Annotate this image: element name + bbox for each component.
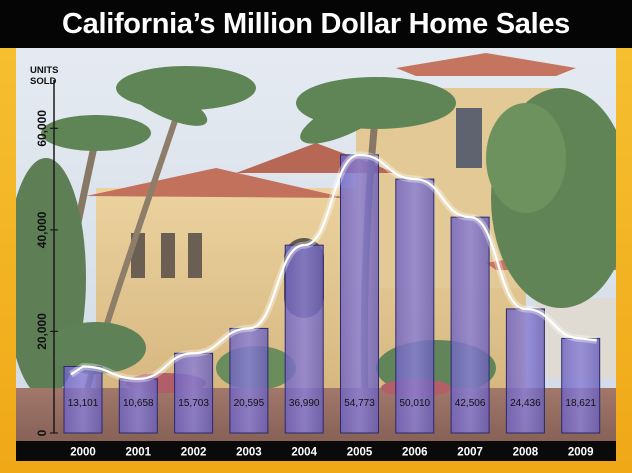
y-axis-label-line-2: SOLD bbox=[30, 76, 57, 87]
x-tick-label-2002: 2002 bbox=[181, 447, 207, 459]
y-tick-label-40000: 40,000 bbox=[35, 211, 49, 248]
bar-2000 bbox=[63, 365, 103, 434]
y-tick-label-60000: 60,000 bbox=[35, 110, 49, 147]
chart-title: California’s Million Dollar Home Sales bbox=[61, 7, 571, 40]
bar-2004 bbox=[284, 244, 324, 434]
data-label-2007: 42,506 bbox=[455, 398, 486, 409]
data-label-2004: 36,990 bbox=[289, 398, 320, 409]
x-tick-label-2001: 2001 bbox=[126, 447, 152, 459]
x-tick-label-2004: 2004 bbox=[291, 447, 317, 459]
title-bar: California’s Million Dollar Home Sales bbox=[0, 0, 632, 48]
data-label-2000: 13,101 bbox=[68, 398, 99, 409]
bar-2009 bbox=[561, 337, 601, 434]
chart-scene: 13,101 10,658 15,703 20,595 36,990 54,773 50,0… bbox=[16, 48, 616, 441]
y-tick-label-20000: 20,000 bbox=[35, 313, 49, 350]
data-label-2003: 20,595 bbox=[234, 398, 265, 409]
x-tick-label-2003: 2003 bbox=[236, 447, 262, 459]
bar-2007 bbox=[450, 216, 490, 434]
data-label-2006: 50,010 bbox=[400, 398, 431, 409]
x-axis-strip: 2000 2001 2002 2003 2004 2005 2006 2007 2008 2009 bbox=[16, 441, 616, 461]
data-label-2009: 18,621 bbox=[565, 398, 596, 409]
x-tick-label-2007: 2007 bbox=[457, 447, 483, 459]
bar-2006 bbox=[395, 178, 435, 434]
x-tick-label-2005: 2005 bbox=[347, 447, 373, 459]
bar-2008 bbox=[505, 308, 545, 434]
bar-chart: 13,101 10,658 15,703 20,595 36,990 54,773 50,0… bbox=[16, 48, 616, 441]
bars-layer bbox=[63, 154, 601, 434]
data-label-2005: 54,773 bbox=[344, 398, 375, 409]
data-label-2001: 10,658 bbox=[123, 398, 154, 409]
x-tick-label-2006: 2006 bbox=[402, 447, 428, 459]
bar-2001 bbox=[118, 378, 158, 434]
x-tick-label-2009: 2009 bbox=[568, 447, 594, 459]
y-axis-label-line-1: UNITS bbox=[30, 65, 59, 76]
trend-line bbox=[70, 153, 597, 380]
value-labels-layer: 13,101 10,658 15,703 20,595 36,990 54,773 50,0… bbox=[68, 398, 597, 409]
bar-2002 bbox=[174, 352, 214, 434]
y-tick-label-0: 0 bbox=[35, 429, 49, 436]
x-tick-label-2000: 2000 bbox=[70, 447, 96, 459]
bar-2005 bbox=[340, 154, 379, 434]
x-tick-label-2008: 2008 bbox=[513, 447, 539, 459]
x-axis: 2000 2001 2002 2003 2004 2005 2006 2007 2008 2009 bbox=[70, 447, 594, 459]
y-axis: 0 20,000 40,000 60,000 bbox=[35, 80, 58, 436]
bar-2003 bbox=[229, 327, 269, 434]
data-label-2008: 24,436 bbox=[510, 398, 541, 409]
data-label-2002: 15,703 bbox=[178, 398, 209, 409]
